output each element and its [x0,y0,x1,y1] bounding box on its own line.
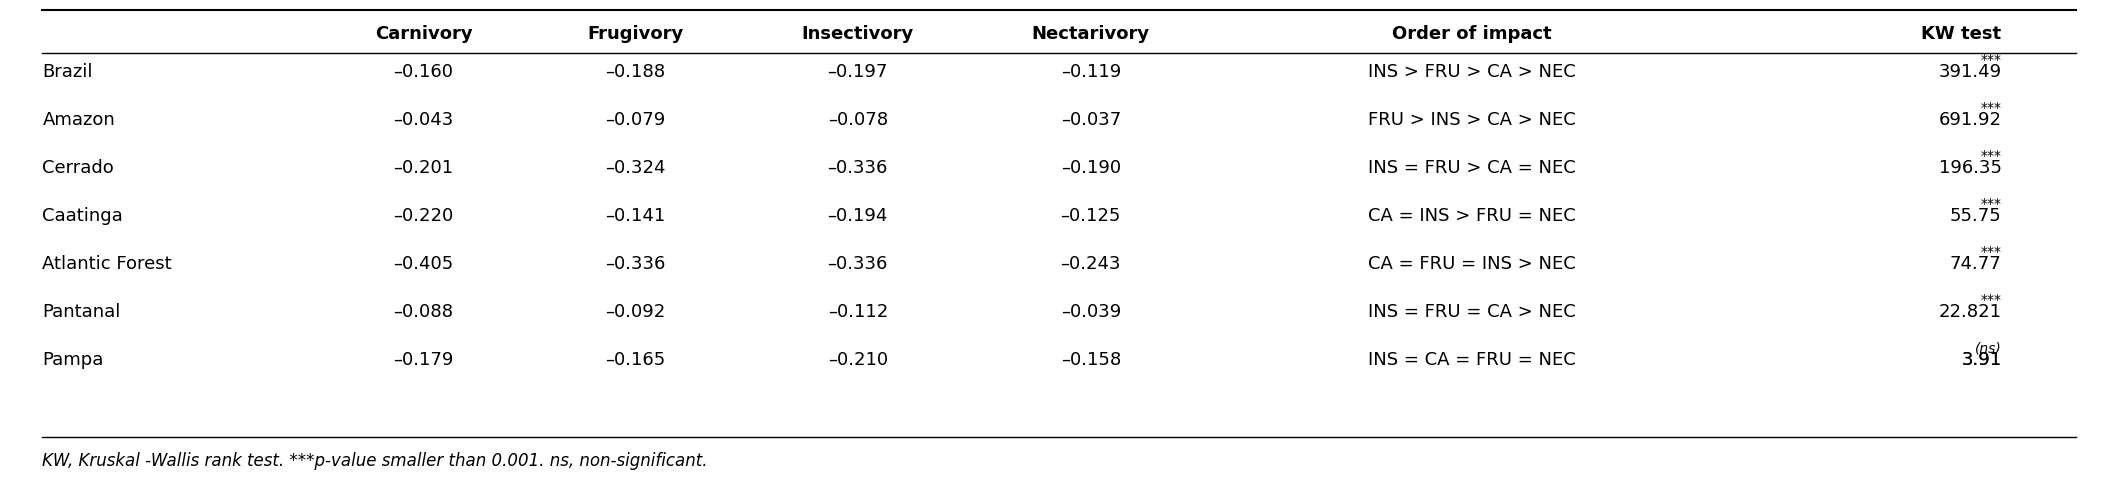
Text: KW test: KW test [1921,24,2002,43]
Text: –0.201: –0.201 [394,159,453,177]
Text: 391.49: 391.49 [1938,63,2002,81]
Text: Insectivory: Insectivory [803,24,913,43]
Text: –0.336: –0.336 [606,255,665,273]
Text: –0.336: –0.336 [828,255,887,273]
Text: 22.821: 22.821 [1938,303,2002,321]
Text: –0.188: –0.188 [606,63,665,81]
Text: (ns): (ns) [1974,341,2002,355]
Text: CA = INS > FRU = NEC: CA = INS > FRU = NEC [1368,207,1576,225]
Text: Amazon: Amazon [42,111,114,129]
Text: –0.165: –0.165 [606,351,665,369]
Text: INS = FRU > CA = NEC: INS = FRU > CA = NEC [1368,159,1576,177]
Text: 3.91: 3.91 [1961,351,2002,369]
Text: Caatinga: Caatinga [42,207,123,225]
Text: –0.039: –0.039 [1061,303,1120,321]
Text: –0.112: –0.112 [828,303,887,321]
Text: –0.197: –0.197 [828,63,887,81]
Text: –0.179: –0.179 [394,351,453,369]
Text: ***: *** [1980,149,2002,163]
Text: 691.92: 691.92 [1938,111,2002,129]
Text: Frugivory: Frugivory [587,24,684,43]
Text: –0.125: –0.125 [1061,207,1120,225]
Text: –0.119: –0.119 [1061,63,1120,81]
Text: Carnivory: Carnivory [375,24,472,43]
Text: INS > FRU > CA > NEC: INS > FRU > CA > NEC [1368,63,1576,81]
Text: –0.092: –0.092 [606,303,665,321]
Text: Pampa: Pampa [42,351,104,369]
Text: –0.336: –0.336 [828,159,887,177]
Text: –0.078: –0.078 [828,111,887,129]
Text: –0.210: –0.210 [828,351,887,369]
Text: FRU > INS > CA > NEC: FRU > INS > CA > NEC [1368,111,1576,129]
Text: –0.037: –0.037 [1061,111,1120,129]
Text: –0.194: –0.194 [828,207,887,225]
Text: –0.079: –0.079 [606,111,665,129]
Text: –0.405: –0.405 [394,255,453,273]
Text: –0.141: –0.141 [606,207,665,225]
Text: –0.190: –0.190 [1061,159,1120,177]
Text: Cerrado: Cerrado [42,159,114,177]
Text: ***: *** [1980,53,2002,67]
Text: Nectarivory: Nectarivory [1031,24,1150,43]
Text: ***: *** [1980,101,2002,115]
Text: INS = CA = FRU = NEC: INS = CA = FRU = NEC [1368,351,1576,369]
Text: Brazil: Brazil [42,63,93,81]
Text: KW, Kruskal -Wallis rank test. ***p-value smaller than 0.001. ns, non-significan: KW, Kruskal -Wallis rank test. ***p-valu… [42,452,707,470]
Text: –0.160: –0.160 [394,63,453,81]
Text: 55.75: 55.75 [1951,207,2002,225]
Text: INS = FRU = CA > NEC: INS = FRU = CA > NEC [1368,303,1576,321]
Text: –0.220: –0.220 [394,207,453,225]
Text: Atlantic Forest: Atlantic Forest [42,255,172,273]
Text: Order of impact: Order of impact [1392,24,1552,43]
Text: –0.243: –0.243 [1061,255,1120,273]
Text: –0.043: –0.043 [394,111,453,129]
Text: 196.35: 196.35 [1938,159,2002,177]
Text: ***: *** [1980,197,2002,211]
Text: ***: *** [1980,245,2002,259]
Text: 3.91: 3.91 [1961,351,2002,369]
Text: CA = FRU = INS > NEC: CA = FRU = INS > NEC [1368,255,1576,273]
Text: –0.158: –0.158 [1061,351,1120,369]
Text: –0.324: –0.324 [606,159,665,177]
Text: Pantanal: Pantanal [42,303,121,321]
Text: 74.77: 74.77 [1951,255,2002,273]
Text: –0.088: –0.088 [394,303,453,321]
Text: ***: *** [1980,293,2002,307]
